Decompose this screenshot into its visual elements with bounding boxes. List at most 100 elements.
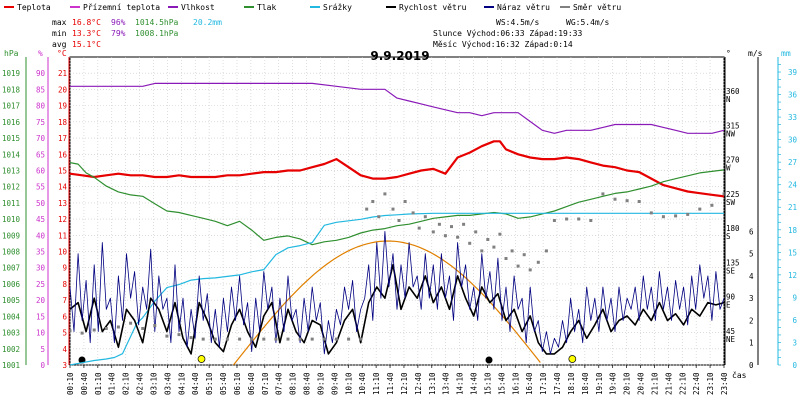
direction-point bbox=[225, 337, 229, 341]
series-line-vlhkost bbox=[70, 82, 725, 134]
series-line-tlak bbox=[69, 162, 725, 246]
direction-point bbox=[403, 200, 407, 203]
x-tick-label: 02:10 bbox=[122, 372, 131, 395]
x-tick-label: 13:10 bbox=[428, 372, 437, 395]
x-tick-label: 23:40 bbox=[720, 372, 729, 395]
humidity-tick-label: 65 bbox=[36, 150, 45, 159]
summary-max-temp: 16.8°C bbox=[72, 18, 101, 27]
direction-point bbox=[613, 197, 617, 201]
humidity-tick-label: 75 bbox=[36, 118, 45, 127]
summary-max-rain: 20.2mm bbox=[193, 18, 222, 27]
series-line-srážky bbox=[69, 212, 724, 366]
x-tick-label: 01:40 bbox=[108, 372, 117, 395]
temperature-tick-label: 8 bbox=[62, 280, 67, 289]
precip-tick-label: 36 bbox=[788, 91, 798, 100]
direction-point bbox=[510, 249, 514, 253]
wind-tick-label: 5 bbox=[749, 250, 754, 259]
x-tick-label: 20:40 bbox=[637, 372, 646, 395]
direction-point bbox=[274, 337, 278, 341]
temperature-tick-label: 6 bbox=[62, 312, 67, 321]
humidity-tick-label: 35 bbox=[36, 248, 45, 257]
direction-point bbox=[397, 219, 401, 222]
legend-label: Rychlost větru bbox=[399, 3, 467, 12]
summary-wg: WG:5.4m/s bbox=[566, 18, 610, 27]
temperature-tick-label: 4 bbox=[62, 345, 67, 354]
direction-point bbox=[492, 245, 496, 249]
x-tick-label: 21:10 bbox=[650, 372, 659, 395]
x-tick-label: 16:40 bbox=[525, 372, 534, 395]
direction-point bbox=[552, 219, 556, 222]
x-tick-label: 00:40 bbox=[80, 372, 89, 395]
direction-point bbox=[238, 337, 242, 341]
x-tick-label: 21:40 bbox=[664, 372, 673, 395]
humidity-tick-label: 40 bbox=[36, 231, 46, 240]
direction-point bbox=[347, 337, 351, 341]
direction-point bbox=[601, 192, 605, 196]
direction-point bbox=[661, 215, 665, 219]
direction-point bbox=[710, 203, 714, 207]
x-tick-label: 18:10 bbox=[567, 372, 576, 395]
series-line-rychlost-větru bbox=[69, 264, 725, 355]
direction-point bbox=[450, 225, 453, 229]
wind-tick-label: 4 bbox=[749, 272, 754, 281]
series-line-náraz-větru bbox=[69, 231, 725, 355]
direction-point bbox=[250, 337, 254, 341]
direction-point bbox=[522, 253, 526, 257]
temperature-tick-label: 18 bbox=[58, 118, 68, 127]
summary-sun: Slunce Východ:06:33 Západ:19:33 bbox=[433, 29, 582, 38]
temperature-tick-label: 9 bbox=[62, 264, 67, 273]
direction-point bbox=[201, 337, 205, 341]
x-tick-label: 19:40 bbox=[609, 372, 618, 395]
pressure-tick-label: 1001 bbox=[2, 361, 20, 370]
humidity-tick-label: 55 bbox=[36, 183, 45, 192]
x-tick-label: 01:10 bbox=[94, 372, 103, 395]
direction-point bbox=[649, 211, 653, 215]
direction-tick-value: 90 bbox=[726, 293, 736, 302]
summary-min-temp: 13.3°C bbox=[72, 29, 101, 38]
humidity-tick-label: 20 bbox=[36, 296, 46, 305]
direction-tick-label: W bbox=[726, 164, 731, 173]
pressure-tick-label: 1005 bbox=[2, 296, 20, 305]
direction-point bbox=[262, 337, 266, 341]
x-axis-label: čas bbox=[732, 370, 747, 380]
direction-point bbox=[310, 337, 314, 341]
direction-point bbox=[153, 324, 157, 327]
direction-point bbox=[577, 217, 581, 221]
precip-tick-label: 39 bbox=[788, 68, 797, 77]
direction-point bbox=[443, 234, 447, 238]
direction-point bbox=[298, 337, 302, 341]
temperature-tick-label: 19 bbox=[58, 102, 67, 111]
direction-tick-label: NW bbox=[726, 129, 736, 138]
x-tick-label: 22:40 bbox=[692, 372, 701, 395]
pressure-unit: hPa bbox=[4, 49, 19, 58]
temperature-tick-label: 21 bbox=[58, 69, 67, 78]
direction-tick-value: 360 bbox=[726, 87, 740, 96]
direction-point bbox=[637, 200, 641, 203]
direction-point bbox=[68, 329, 72, 333]
precip-unit: mm bbox=[781, 49, 791, 58]
humidity-tick-label: 85 bbox=[36, 85, 45, 94]
x-tick-label: 14:40 bbox=[470, 372, 479, 395]
wind-tick-label: 6 bbox=[749, 227, 754, 236]
x-tick-label: 06:40 bbox=[247, 372, 256, 395]
direction-point bbox=[536, 260, 540, 264]
x-tick-label: 08:10 bbox=[289, 372, 298, 395]
direction-point bbox=[504, 257, 508, 260]
humidity-tick-label: 10 bbox=[36, 329, 46, 338]
direction-point bbox=[189, 336, 193, 340]
precip-tick-label: 15 bbox=[788, 248, 797, 257]
precip-tick-label: 9 bbox=[792, 293, 797, 302]
direction-point bbox=[468, 241, 472, 245]
humidity-tick-label: 90 bbox=[36, 69, 46, 78]
direction-point bbox=[565, 217, 569, 221]
summary-min-label: min bbox=[52, 29, 67, 38]
temperature-tick-label: 3 bbox=[62, 361, 67, 370]
temperature-tick-label: 10 bbox=[58, 248, 68, 257]
direction-unit: ° bbox=[726, 49, 731, 58]
direction-point bbox=[365, 207, 369, 211]
x-tick-label: 15:40 bbox=[497, 372, 506, 395]
direction-point bbox=[177, 333, 181, 337]
x-tick-label: 16:10 bbox=[511, 372, 520, 395]
summary-min-press: 1008.1hPa bbox=[135, 29, 179, 38]
summary-moon: Měsíc Východ:16:32 Západ:0:14 bbox=[433, 40, 573, 49]
